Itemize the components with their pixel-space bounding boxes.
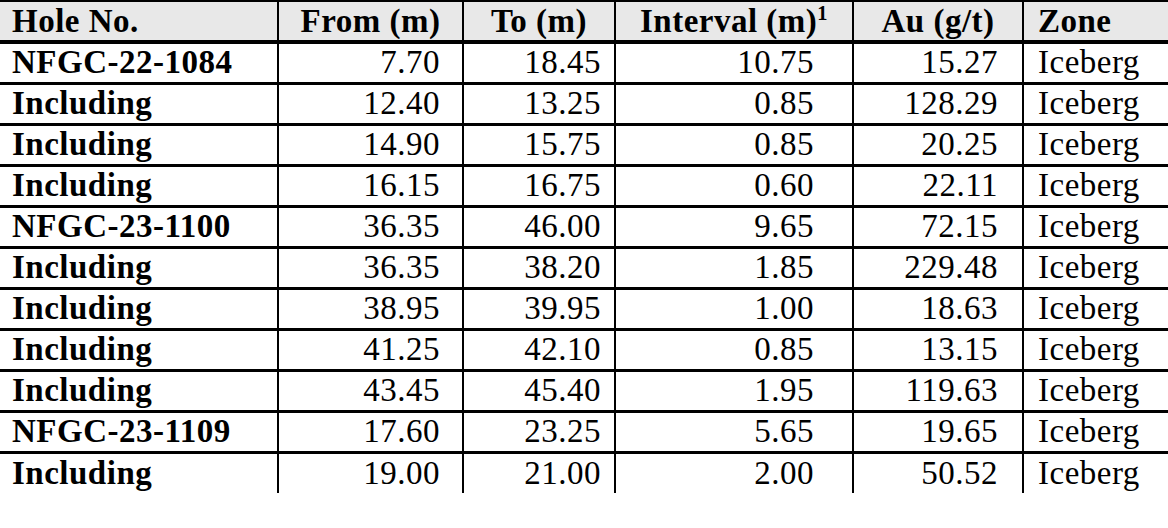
cell-zone: Iceberg [1023, 42, 1168, 83]
cell-au-gt: 128.29 [853, 83, 1023, 124]
footnote-marker: 1 [817, 2, 828, 24]
table-row: NFGC-23-110036.3546.009.6572.15Iceberg [0, 206, 1168, 247]
cell-from-m: 14.90 [278, 124, 463, 165]
table-row: NFGC-22-10847.7018.4510.7515.27Iceberg [0, 42, 1168, 83]
cell-from-m: 19.00 [278, 452, 463, 493]
cell-zone: Iceberg [1023, 206, 1168, 247]
cell-to-m: 15.75 [463, 124, 615, 165]
header-row: Hole No.From (m)To (m)Interval (m)1Au (g… [0, 1, 1168, 42]
cell-interval-m: 1.00 [615, 288, 853, 329]
cell-au-gt: 22.11 [853, 165, 1023, 206]
table-row: Including38.9539.951.0018.63Iceberg [0, 288, 1168, 329]
cell-to-m: 42.10 [463, 329, 615, 370]
table-row: Including14.9015.750.8520.25Iceberg [0, 124, 1168, 165]
header-cell-zone: Zone [1023, 1, 1168, 42]
cell-from-m: 38.95 [278, 288, 463, 329]
cell-zone: Iceberg [1023, 370, 1168, 411]
cell-from-m: 16.15 [278, 165, 463, 206]
header-cell-interval-m: Interval (m)1 [615, 1, 853, 42]
cell-to-m: 16.75 [463, 165, 615, 206]
header-cell-hole-no: Hole No. [0, 1, 278, 42]
cell-hole-no: NFGC-23-1109 [0, 411, 278, 452]
cell-from-m: 36.35 [278, 206, 463, 247]
cell-hole-no: Including [0, 370, 278, 411]
header-cell-au-gt: Au (g/t) [853, 1, 1023, 42]
cell-au-gt: 13.15 [853, 329, 1023, 370]
cell-from-m: 12.40 [278, 83, 463, 124]
cell-au-gt: 229.48 [853, 247, 1023, 288]
cell-au-gt: 19.65 [853, 411, 1023, 452]
cell-zone: Iceberg [1023, 452, 1168, 493]
cell-from-m: 36.35 [278, 247, 463, 288]
data-table: Hole No.From (m)To (m)Interval (m)1Au (g… [0, 0, 1168, 493]
table-row: Including12.4013.250.85128.29Iceberg [0, 83, 1168, 124]
cell-au-gt: 20.25 [853, 124, 1023, 165]
cell-from-m: 41.25 [278, 329, 463, 370]
cell-interval-m: 2.00 [615, 452, 853, 493]
table-row: Including36.3538.201.85229.48Iceberg [0, 247, 1168, 288]
cell-to-m: 21.00 [463, 452, 615, 493]
cell-hole-no: Including [0, 288, 278, 329]
cell-zone: Iceberg [1023, 247, 1168, 288]
cell-to-m: 39.95 [463, 288, 615, 329]
cell-to-m: 18.45 [463, 42, 615, 83]
cell-au-gt: 18.63 [853, 288, 1023, 329]
cell-hole-no: Including [0, 329, 278, 370]
cell-interval-m: 10.75 [615, 42, 853, 83]
cell-to-m: 45.40 [463, 370, 615, 411]
cell-to-m: 23.25 [463, 411, 615, 452]
cell-from-m: 43.45 [278, 370, 463, 411]
table-row: NFGC-23-110917.6023.255.6519.65Iceberg [0, 411, 1168, 452]
table-row: Including19.0021.002.0050.52Iceberg [0, 452, 1168, 493]
cell-au-gt: 119.63 [853, 370, 1023, 411]
table-row: Including16.1516.750.6022.11Iceberg [0, 165, 1168, 206]
cell-hole-no: Including [0, 165, 278, 206]
cell-interval-m: 0.60 [615, 165, 853, 206]
table-row: Including41.2542.100.8513.15Iceberg [0, 329, 1168, 370]
cell-zone: Iceberg [1023, 124, 1168, 165]
cell-zone: Iceberg [1023, 288, 1168, 329]
cell-hole-no: Including [0, 124, 278, 165]
header-cell-from-m: From (m) [278, 1, 463, 42]
cell-hole-no: Including [0, 83, 278, 124]
cell-to-m: 38.20 [463, 247, 615, 288]
cell-au-gt: 50.52 [853, 452, 1023, 493]
cell-interval-m: 0.85 [615, 329, 853, 370]
drill-intercepts-table: Hole No.From (m)To (m)Interval (m)1Au (g… [0, 0, 1168, 528]
table-body: NFGC-22-10847.7018.4510.7515.27IcebergIn… [0, 42, 1168, 493]
cell-interval-m: 5.65 [615, 411, 853, 452]
cell-interval-m: 1.95 [615, 370, 853, 411]
cell-zone: Iceberg [1023, 411, 1168, 452]
cell-from-m: 7.70 [278, 42, 463, 83]
cell-au-gt: 15.27 [853, 42, 1023, 83]
cell-hole-no: Including [0, 452, 278, 493]
cell-zone: Iceberg [1023, 83, 1168, 124]
cell-to-m: 46.00 [463, 206, 615, 247]
header-cell-to-m: To (m) [463, 1, 615, 42]
cell-hole-no: Including [0, 247, 278, 288]
cell-hole-no: NFGC-22-1084 [0, 42, 278, 83]
cell-au-gt: 72.15 [853, 206, 1023, 247]
cell-hole-no: NFGC-23-1100 [0, 206, 278, 247]
table-row: Including43.4545.401.95119.63Iceberg [0, 370, 1168, 411]
cell-interval-m: 1.85 [615, 247, 853, 288]
cell-zone: Iceberg [1023, 165, 1168, 206]
cell-interval-m: 0.85 [615, 83, 853, 124]
cell-zone: Iceberg [1023, 329, 1168, 370]
cell-to-m: 13.25 [463, 83, 615, 124]
cell-from-m: 17.60 [278, 411, 463, 452]
cell-interval-m: 9.65 [615, 206, 853, 247]
cell-interval-m: 0.85 [615, 124, 853, 165]
